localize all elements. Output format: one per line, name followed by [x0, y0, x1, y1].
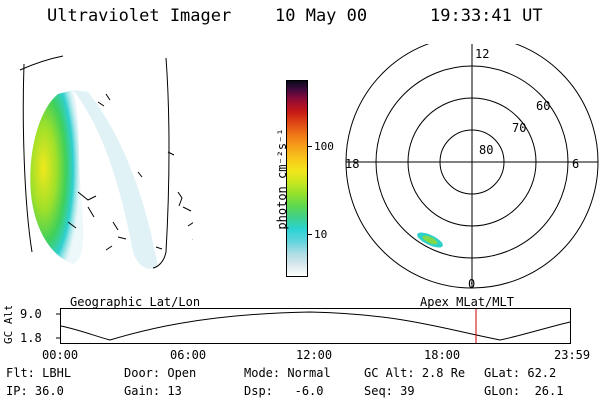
- colorbar-tick-10: [307, 234, 312, 235]
- xtick-label-0000: 00:00: [42, 348, 79, 362]
- xtick-label-1800: 18:00: [424, 348, 461, 362]
- colorbar-unit-label: photon cm⁻²s⁻¹: [275, 128, 289, 230]
- info-dsp: Dsp: -6.0: [244, 384, 324, 398]
- limb-line-top: [19, 55, 64, 71]
- date-label: 10 May 00: [275, 6, 368, 26]
- intensity-colorbar: [286, 80, 308, 277]
- limb-line-left: [22, 63, 33, 253]
- polar-lat-label-80: 80: [479, 143, 493, 157]
- info-flt: Flt: LBHL: [6, 366, 72, 380]
- dayglow-emission: [73, 90, 158, 269]
- info-gain: Gain: 13: [124, 384, 182, 398]
- coastline-fragments: [67, 93, 193, 251]
- xtick-label-0600: 06:00: [170, 348, 207, 362]
- polar-mlt-plot: 12 6 0 18 60 70 80: [345, 44, 599, 291]
- colorbar-tick-label-10: 10: [314, 228, 328, 241]
- ytick-label-1.8: 1.8: [20, 331, 42, 345]
- colorbar-tick-label-100: 100: [314, 140, 334, 153]
- info-mode: Mode: Normal: [244, 366, 331, 380]
- auroral-oval-emission: [30, 90, 84, 264]
- info-door: Door: Open: [124, 366, 197, 380]
- polar-label-0: 0: [468, 277, 475, 291]
- instrument-title: Ultraviolet Imager: [47, 6, 232, 26]
- apex-section-label: Apex MLat/MLT: [420, 295, 514, 309]
- polar-label-18: 18: [345, 157, 359, 171]
- info-glat: GLat: 62.2: [484, 366, 557, 380]
- info-seq: Seq: 39: [364, 384, 415, 398]
- altitude-strip-plot: 9.0 1.8 GC Alt: [2, 306, 571, 345]
- xtick-label-2359: 23:59: [554, 348, 591, 362]
- auroral-image-geographic: [19, 55, 193, 269]
- geographic-section-label: Geographic Lat/Lon: [70, 295, 201, 309]
- polar-label-6: 6: [572, 157, 579, 171]
- xtick-label-1200: 12:00: [296, 348, 333, 362]
- info-ip: IP: 36.0: [6, 384, 64, 398]
- polar-lat-label-70: 70: [512, 121, 526, 135]
- polar-aurora-inner: [422, 235, 438, 245]
- polar-label-12: 12: [475, 47, 489, 61]
- altitude-plot-frame: [60, 308, 571, 344]
- altitude-curve: [60, 311, 571, 341]
- info-glon: GLon: 26.1: [484, 384, 564, 398]
- limb-line-right: [152, 57, 170, 269]
- ytick-label-9: 9.0: [20, 307, 42, 321]
- altitude-ylabel: GC Alt: [2, 306, 15, 344]
- polar-lat-label-60: 60: [536, 99, 550, 113]
- time-label: 19:33:41 UT: [430, 6, 543, 26]
- colorbar-tick-100: [307, 146, 312, 147]
- info-gc-alt: GC Alt: 2.8 Re: [364, 366, 466, 380]
